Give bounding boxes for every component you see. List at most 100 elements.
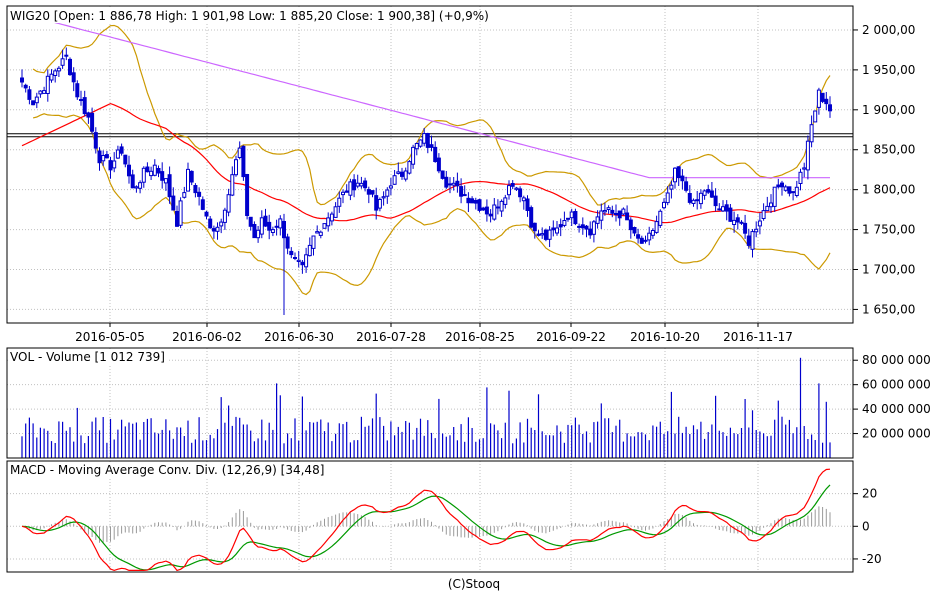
candle-body <box>580 224 585 229</box>
candle-body <box>307 244 312 257</box>
candle-body <box>115 149 120 159</box>
candle-body <box>27 89 32 100</box>
candle-body <box>189 170 194 183</box>
candle-body <box>186 168 190 192</box>
candle-body <box>484 206 489 215</box>
candle-body <box>444 176 449 188</box>
price-panel-frame <box>6 5 854 324</box>
candle-body <box>337 197 342 207</box>
candle-body <box>248 216 253 227</box>
candle-body <box>134 186 139 189</box>
candle-body <box>507 185 511 196</box>
candle-body <box>765 205 770 212</box>
volume-chart-title: VOL - Volume [1 012 739] <box>10 350 165 364</box>
candle-body <box>130 174 135 189</box>
candle-body <box>470 198 475 204</box>
candle-body <box>370 190 375 195</box>
candle-body <box>732 219 737 225</box>
candle-body <box>200 199 205 210</box>
candle-body <box>45 75 50 95</box>
candle-body <box>270 229 275 234</box>
candle-body <box>396 171 401 174</box>
candle-body <box>175 211 179 227</box>
candle-body <box>455 180 460 187</box>
x-tick-label: 2016-10-20 <box>630 330 700 344</box>
candle-body <box>75 83 80 98</box>
price-chart-title: WIG20 [Open: 1 886,78 High: 1 901,98 Low… <box>10 9 489 23</box>
candle-body <box>746 235 751 246</box>
candle-body <box>322 223 327 229</box>
candle-body <box>97 150 102 164</box>
y-tick-label: 1 650,00 <box>862 302 915 316</box>
candle-body <box>193 185 198 194</box>
candle-body <box>256 229 261 239</box>
candle-body <box>739 221 744 224</box>
candle-body <box>119 146 124 154</box>
candle-body <box>588 228 593 236</box>
candle-body <box>182 192 187 198</box>
candle-body <box>650 230 655 236</box>
candle-body <box>802 167 807 170</box>
candle-body <box>639 237 644 244</box>
candle-body <box>215 226 220 232</box>
candle-body <box>510 183 515 187</box>
y-tick-label: 1 950,00 <box>862 63 915 77</box>
candle-body <box>706 189 711 193</box>
macd-title-bg <box>8 462 328 477</box>
candle-body <box>584 225 589 230</box>
y-tick-label: 1 750,00 <box>862 223 915 237</box>
candle-body <box>403 170 408 180</box>
data-layer <box>7 13 853 572</box>
y-tick-label: 2 000,00 <box>862 23 915 37</box>
candle-body <box>348 181 353 196</box>
candle-body <box>226 194 231 213</box>
candle-body <box>551 227 556 231</box>
candle-body <box>529 207 534 228</box>
candle-body <box>20 77 24 83</box>
y-tick-label: 40 000 000 <box>862 402 931 416</box>
candle-body <box>809 124 814 143</box>
candle-body <box>462 194 467 197</box>
candle-body <box>68 58 72 76</box>
candle-body <box>680 175 685 182</box>
candle-body <box>669 184 674 190</box>
candle-body <box>304 254 309 268</box>
candle-body <box>628 219 633 231</box>
candle-body <box>577 225 582 228</box>
candle-body <box>805 140 810 171</box>
price-title-bg <box>8 7 478 23</box>
y-tick-label: 1 900,00 <box>862 103 915 117</box>
candle-body <box>407 161 412 174</box>
candle-body <box>717 208 722 211</box>
candle-body <box>761 210 766 220</box>
candle-body <box>440 170 445 179</box>
candle-body <box>676 166 681 179</box>
candle-body <box>492 204 497 220</box>
candle-body <box>459 186 464 197</box>
x-tick-label: 2016-07-28 <box>356 330 426 344</box>
candle-body <box>160 171 165 181</box>
candle-body <box>488 213 493 217</box>
candle-body <box>127 164 131 177</box>
candle-body <box>665 192 670 204</box>
candle-body <box>38 90 43 95</box>
candle-body <box>104 154 109 159</box>
bollinger-lower-line <box>32 113 831 296</box>
candle-body <box>532 222 537 232</box>
candle-body <box>794 186 799 197</box>
candle-body <box>315 231 320 234</box>
candle-body <box>237 147 242 159</box>
candle-body <box>178 200 183 226</box>
candle-body <box>208 218 213 229</box>
tick-layer: 2016-05-05 2016-06-02 2016-06-30 2016-07-28… <box>75 23 931 566</box>
candle-body <box>366 189 371 195</box>
candle-body <box>562 220 567 226</box>
candle-body <box>820 92 825 102</box>
candle-body <box>606 207 611 210</box>
candle-body <box>318 231 323 236</box>
candle-body <box>433 146 438 162</box>
candle-body <box>684 181 689 191</box>
candle-body <box>813 110 818 123</box>
